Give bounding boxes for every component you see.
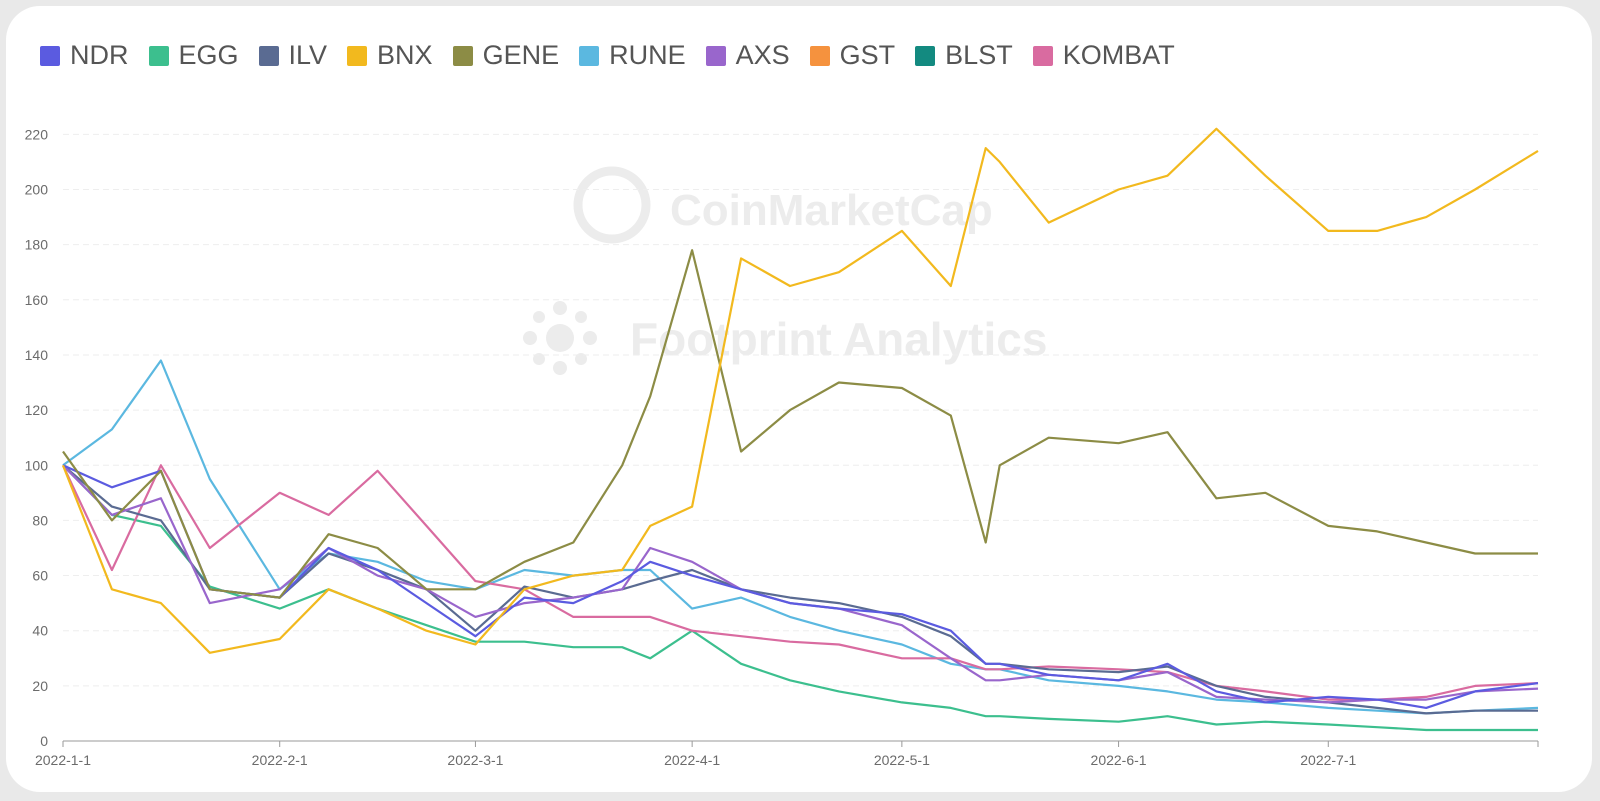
y-tick-label: 100 (25, 457, 49, 473)
series-line-gene[interactable] (62, 249, 1538, 599)
legend-label: BLST (945, 40, 1013, 70)
y-tick-label: 200 (25, 182, 49, 198)
y-tick-label: 180 (25, 237, 49, 253)
legend-label: BNX (377, 40, 433, 70)
legend-item-egg[interactable]: EGG (148, 40, 239, 71)
legend-swatch (915, 45, 936, 66)
y-tick-label: 20 (32, 678, 48, 694)
footprint-logo-icon (523, 301, 597, 375)
legend-swatch (1032, 45, 1053, 66)
y-tick-label: 0 (40, 733, 48, 749)
legend-item-ilv[interactable]: ILV (258, 40, 328, 71)
legend-item-bnx[interactable]: BNX (347, 40, 433, 71)
y-tick-label: 120 (25, 402, 49, 418)
legend-item-gst[interactable]: GST (809, 40, 896, 71)
x-tick-label: 2022-6-1 (1091, 752, 1147, 768)
legend-swatch (579, 45, 600, 66)
x-tick-label: 2022-2-1 (252, 752, 308, 768)
y-tick-label: 40 (32, 623, 48, 639)
legend-swatch (258, 45, 279, 66)
legend-label: EGG (178, 40, 239, 70)
legend-item-gene[interactable]: GENE (452, 40, 560, 71)
series-line-kombat[interactable] (62, 464, 1539, 701)
legend-label: GST (839, 40, 896, 70)
series-line-ndr[interactable] (62, 464, 1539, 710)
series-line-rune[interactable] (62, 359, 1539, 715)
series-line-axs[interactable] (62, 464, 1539, 704)
legend-item-blst[interactable]: BLST (915, 40, 1013, 71)
legend-swatch (452, 45, 473, 66)
x-tick-label: 2022-1-1 (35, 752, 91, 768)
series-line-ilv[interactable] (62, 464, 1538, 715)
legend-swatch (347, 45, 368, 66)
legend-swatch (40, 45, 60, 66)
x-tick-label: 2022-3-1 (447, 752, 503, 768)
x-tick-label: 2022-7-1 (1300, 752, 1356, 768)
legend-item-kombat[interactable]: KOMBAT (1032, 40, 1175, 71)
series-line-bnx[interactable] (61, 127, 1539, 654)
y-tick-label: 140 (25, 347, 49, 363)
legend-item-ndr[interactable]: NDR (40, 40, 129, 71)
watermark-coinmarketcap: CoinMarketCap (670, 186, 993, 235)
x-tick-label: 2022-4-1 (664, 752, 720, 768)
y-tick-label: 60 (32, 568, 48, 584)
legend-item-rune[interactable]: RUNE (579, 40, 686, 71)
legend-swatch (705, 45, 726, 66)
legend-label: AXS (735, 40, 790, 70)
legend-label: RUNE (609, 40, 686, 70)
legend: NDR EGG ILV BNX GENE RUNE AXS GST BLST KOMBAT (40, 40, 1175, 71)
legend-swatch (148, 45, 169, 66)
legend-item-axs[interactable]: AXS (705, 40, 790, 71)
legend-label: ILV (288, 40, 328, 70)
y-tick-label: 80 (32, 512, 48, 528)
legend-label: KOMBAT (1062, 40, 1175, 70)
x-tick-label: 2022-5-1 (874, 752, 930, 768)
legend-label: NDR (70, 40, 129, 70)
legend-label: GENE (482, 40, 560, 70)
chart-card (6, 6, 1592, 792)
watermark-footprint: Footprint Analytics (630, 313, 1047, 365)
legend-swatch (809, 45, 830, 66)
series-line-egg[interactable] (62, 464, 1538, 732)
y-tick-label: 160 (25, 292, 49, 308)
y-tick-label: 220 (25, 126, 49, 142)
coinmarketcap-logo-icon (573, 166, 651, 244)
